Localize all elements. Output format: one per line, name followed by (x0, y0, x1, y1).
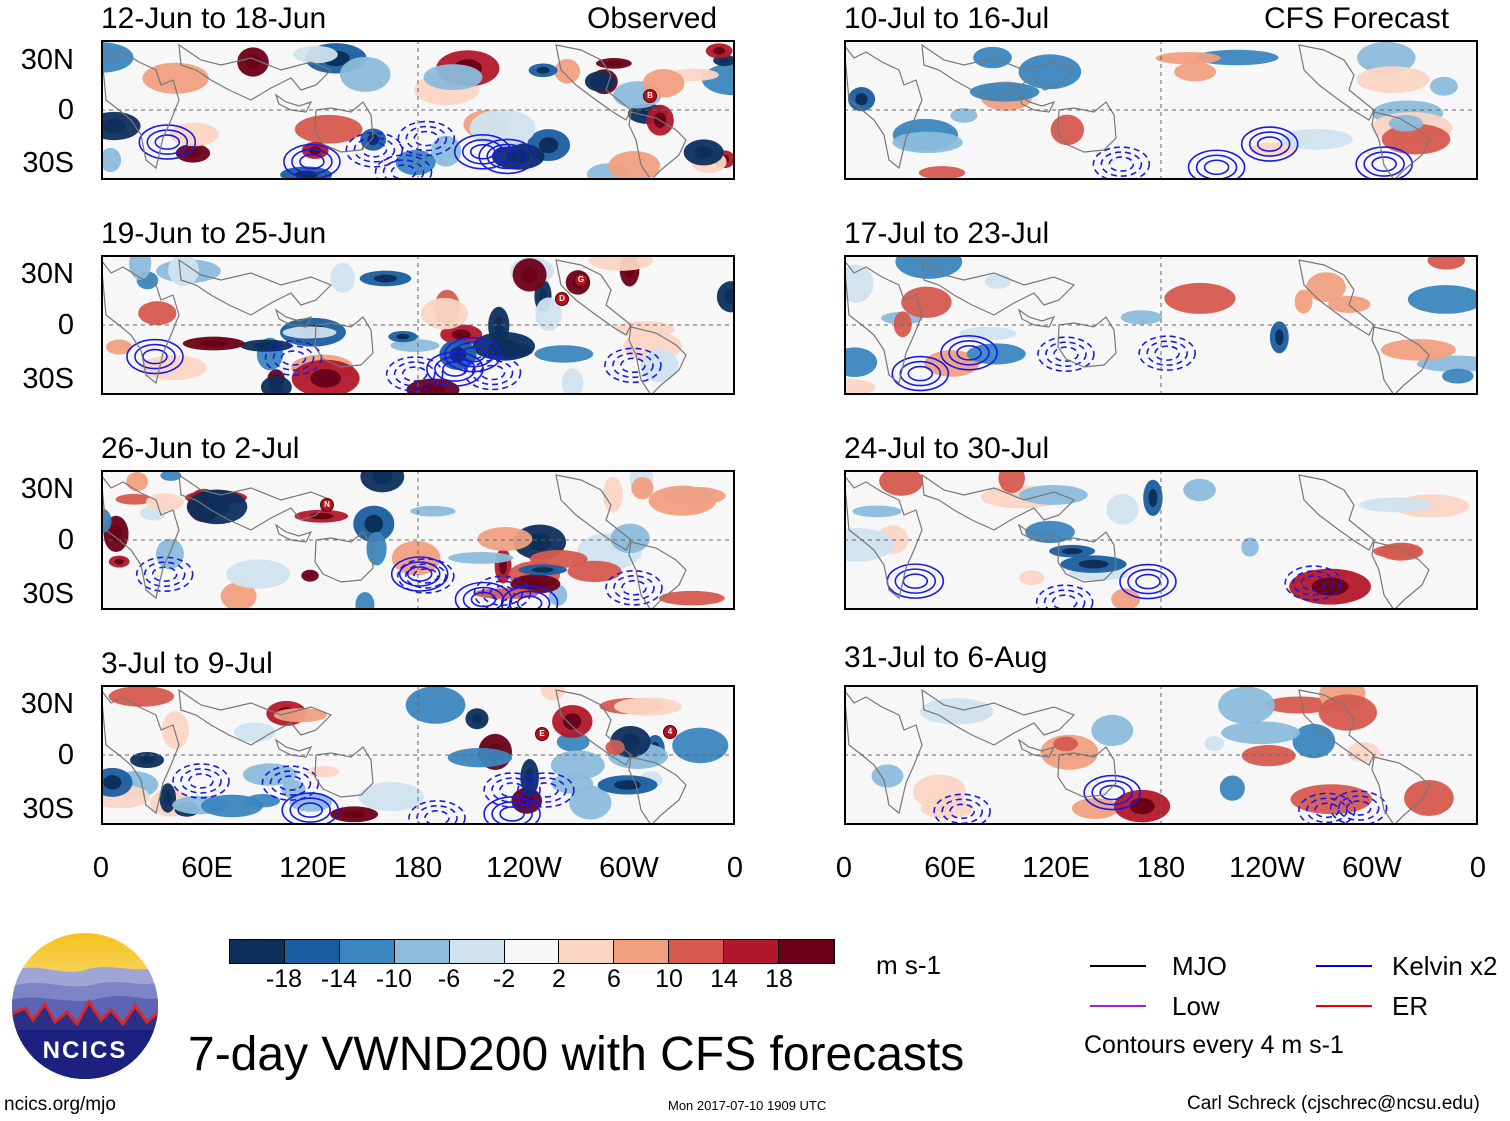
xtick: 60E (924, 852, 976, 884)
ytick-30s: 30S (22, 578, 74, 610)
colorbar-tick: -2 (492, 965, 516, 993)
colorbar-tick: -6 (437, 965, 461, 993)
colorbar-tick: 14 (710, 965, 738, 993)
xtick: 120W (1229, 852, 1305, 884)
ytick-30s: 30S (22, 363, 74, 395)
xtick: 0 (835, 852, 853, 884)
colorbar-swatch (449, 940, 505, 963)
map-canvas (844, 470, 1478, 610)
storm-marker: 4 (663, 725, 677, 739)
ncics-logo-graphic: NCICS (12, 933, 158, 1079)
colorbar-tick: 2 (552, 965, 566, 993)
observed-label: Observed (587, 2, 718, 35)
legend-label-kelvin: Kelvin x2 (1392, 951, 1498, 981)
colorbar-tick: -14 (320, 965, 358, 993)
colorbar-tick: 18 (765, 965, 793, 993)
colorbar-tick: 10 (655, 965, 683, 993)
storm-marker: D (555, 292, 569, 306)
legend-line-low (1090, 1005, 1146, 1007)
colorbar-ticks: -18 -14 -10 -6 -2 2 6 10 14 18 (0, 966, 793, 992)
ytick-eq: 0 (57, 94, 74, 126)
legend-label-mjo: MJO (1172, 951, 1227, 981)
legend-line-mjo (1090, 965, 1146, 967)
figure-title: 7-day VWND200 with CFS forecasts (188, 1028, 965, 1081)
xtick: 0 (92, 852, 110, 884)
storm-marker: G (574, 273, 588, 287)
panel-title-obs-4: 3-Jul to 9-Jul (101, 647, 273, 680)
ytick-30n: 30N (20, 44, 74, 76)
map-panel-obs-4 (101, 685, 735, 825)
xtick: 120W (486, 852, 562, 884)
colorbar-swatch (284, 940, 340, 963)
colorbar-swatch (724, 940, 780, 963)
credit: Carl Schreck (cjschrec@ncsu.edu) (1187, 1093, 1480, 1114)
legend-note: Contours every 4 m s-1 (1084, 1031, 1344, 1059)
panel-title-obs-2: 19-Jun to 25-Jun (101, 217, 327, 250)
map-canvas (844, 255, 1478, 395)
xtick: 180 (393, 852, 443, 884)
map-canvas (844, 40, 1478, 180)
colorbar-tick: -10 (375, 965, 413, 993)
map-canvas (101, 255, 735, 395)
ytick-eq: 0 (57, 739, 74, 771)
colorbar (229, 939, 835, 964)
xtick: 60W (1342, 852, 1402, 884)
legend-line-kelvin (1316, 965, 1372, 967)
colorbar-swatch (504, 940, 560, 963)
ncics-logo: NCICS (11, 932, 159, 1080)
url-text: ncics.org/mjo (4, 1094, 116, 1115)
xtick: 0 (1469, 852, 1487, 884)
xtick: 120E (1022, 852, 1090, 884)
ytick-30n: 30N (20, 258, 74, 290)
panel-title-fc-4: 31-Jul to 6-Aug (844, 641, 1048, 674)
colorbar-swatch (559, 940, 615, 963)
storm-marker: N (320, 498, 334, 512)
colorbar-tick: 6 (607, 965, 621, 993)
panel-title-fc-2: 17-Jul to 23-Jul (844, 217, 1050, 250)
colorbar-swatch (230, 940, 285, 963)
map-canvas (101, 40, 735, 180)
legend-label-er: ER (1392, 991, 1429, 1021)
colorbar-swatch (614, 940, 670, 963)
map-panel-fc-2 (844, 255, 1478, 395)
colorbar-swatch (339, 940, 395, 963)
timestamp: Mon 2017-07-10 1909 UTC (668, 1098, 827, 1113)
colorbar-tick: -18 (265, 965, 303, 993)
xtick: 60E (181, 852, 233, 884)
forecast-label: CFS Forecast (1264, 2, 1450, 35)
ytick-30s: 30S (22, 793, 74, 825)
panel-title-obs-3: 26-Jun to 2-Jul (101, 432, 300, 465)
map-canvas (101, 685, 735, 825)
colorbar-swatch (669, 940, 725, 963)
ytick-eq: 0 (57, 524, 74, 556)
map-panel-obs-1 (101, 40, 735, 180)
panel-title-fc-3: 24-Jul to 30-Jul (844, 432, 1050, 465)
ytick-30n: 30N (20, 688, 74, 720)
map-canvas (844, 685, 1478, 825)
storm-marker: B (643, 89, 657, 103)
ytick-30s: 30S (22, 147, 74, 179)
xtick: 0 (726, 852, 744, 884)
logo-text: NCICS (43, 1037, 128, 1064)
xtick: 180 (1136, 852, 1186, 884)
ytick-eq: 0 (57, 309, 74, 341)
panel-title-obs-1: 12-Jun to 18-Jun (101, 2, 327, 35)
map-panel-obs-2 (101, 255, 735, 395)
colorbar-unit: m s-1 (876, 950, 941, 980)
ytick-30n: 30N (20, 473, 74, 505)
xtick: 60W (599, 852, 659, 884)
legend-label-low: Low (1172, 991, 1220, 1021)
map-panel-obs-3 (101, 470, 735, 610)
map-panel-fc-4 (844, 685, 1478, 825)
legend-line-er (1316, 1005, 1372, 1007)
xtick: 120E (279, 852, 347, 884)
colorbar-swatch (394, 940, 450, 963)
storm-marker: E (535, 727, 549, 741)
colorbar-swatch (779, 940, 834, 963)
panel-title-fc-1: 10-Jul to 16-Jul (844, 2, 1050, 35)
map-canvas (101, 470, 735, 610)
map-panel-fc-3 (844, 470, 1478, 610)
map-panel-fc-1 (844, 40, 1478, 180)
